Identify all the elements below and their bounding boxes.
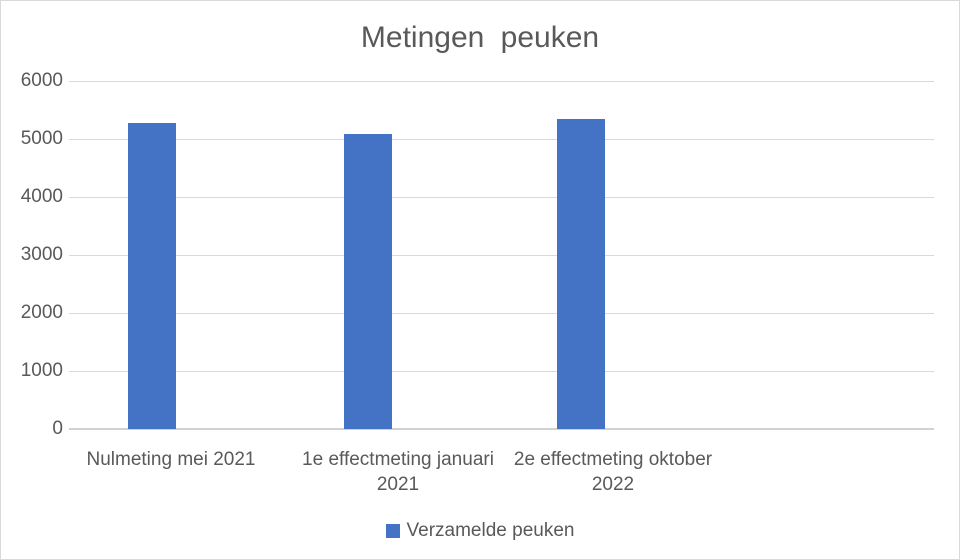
bar — [557, 118, 605, 429]
y-axis-tick-label: 4000 — [20, 186, 63, 207]
legend-label: Verzamelde peuken — [406, 520, 575, 541]
gridline — [69, 255, 934, 256]
y-axis-tick-label: 3000 — [20, 244, 63, 265]
legend: Verzamelde peuken — [1, 519, 959, 543]
x-axis-label: Nulmeting mei 2021 — [86, 449, 256, 470]
gridline — [69, 371, 934, 372]
gridline — [69, 197, 934, 198]
x-axis-line — [69, 428, 934, 430]
legend-swatch-icon — [385, 524, 400, 538]
x-axis-label: 2e effectmeting oktober 2022 — [513, 449, 713, 495]
gridline — [69, 313, 934, 314]
y-axis-tick-label: 2000 — [20, 302, 63, 323]
bar — [344, 133, 392, 429]
bar — [128, 122, 176, 429]
gridline — [69, 139, 934, 140]
x-axis-label: 1e effectmeting januari 2021 — [302, 449, 494, 495]
chart-title: Metingen peuken — [360, 21, 600, 54]
y-axis-tick-label: 6000 — [20, 70, 63, 91]
y-axis-tick-label: 5000 — [20, 128, 63, 149]
y-axis-tick-label: 0 — [52, 418, 63, 439]
gridline — [69, 81, 934, 82]
y-axis-tick-label: 1000 — [20, 360, 63, 381]
